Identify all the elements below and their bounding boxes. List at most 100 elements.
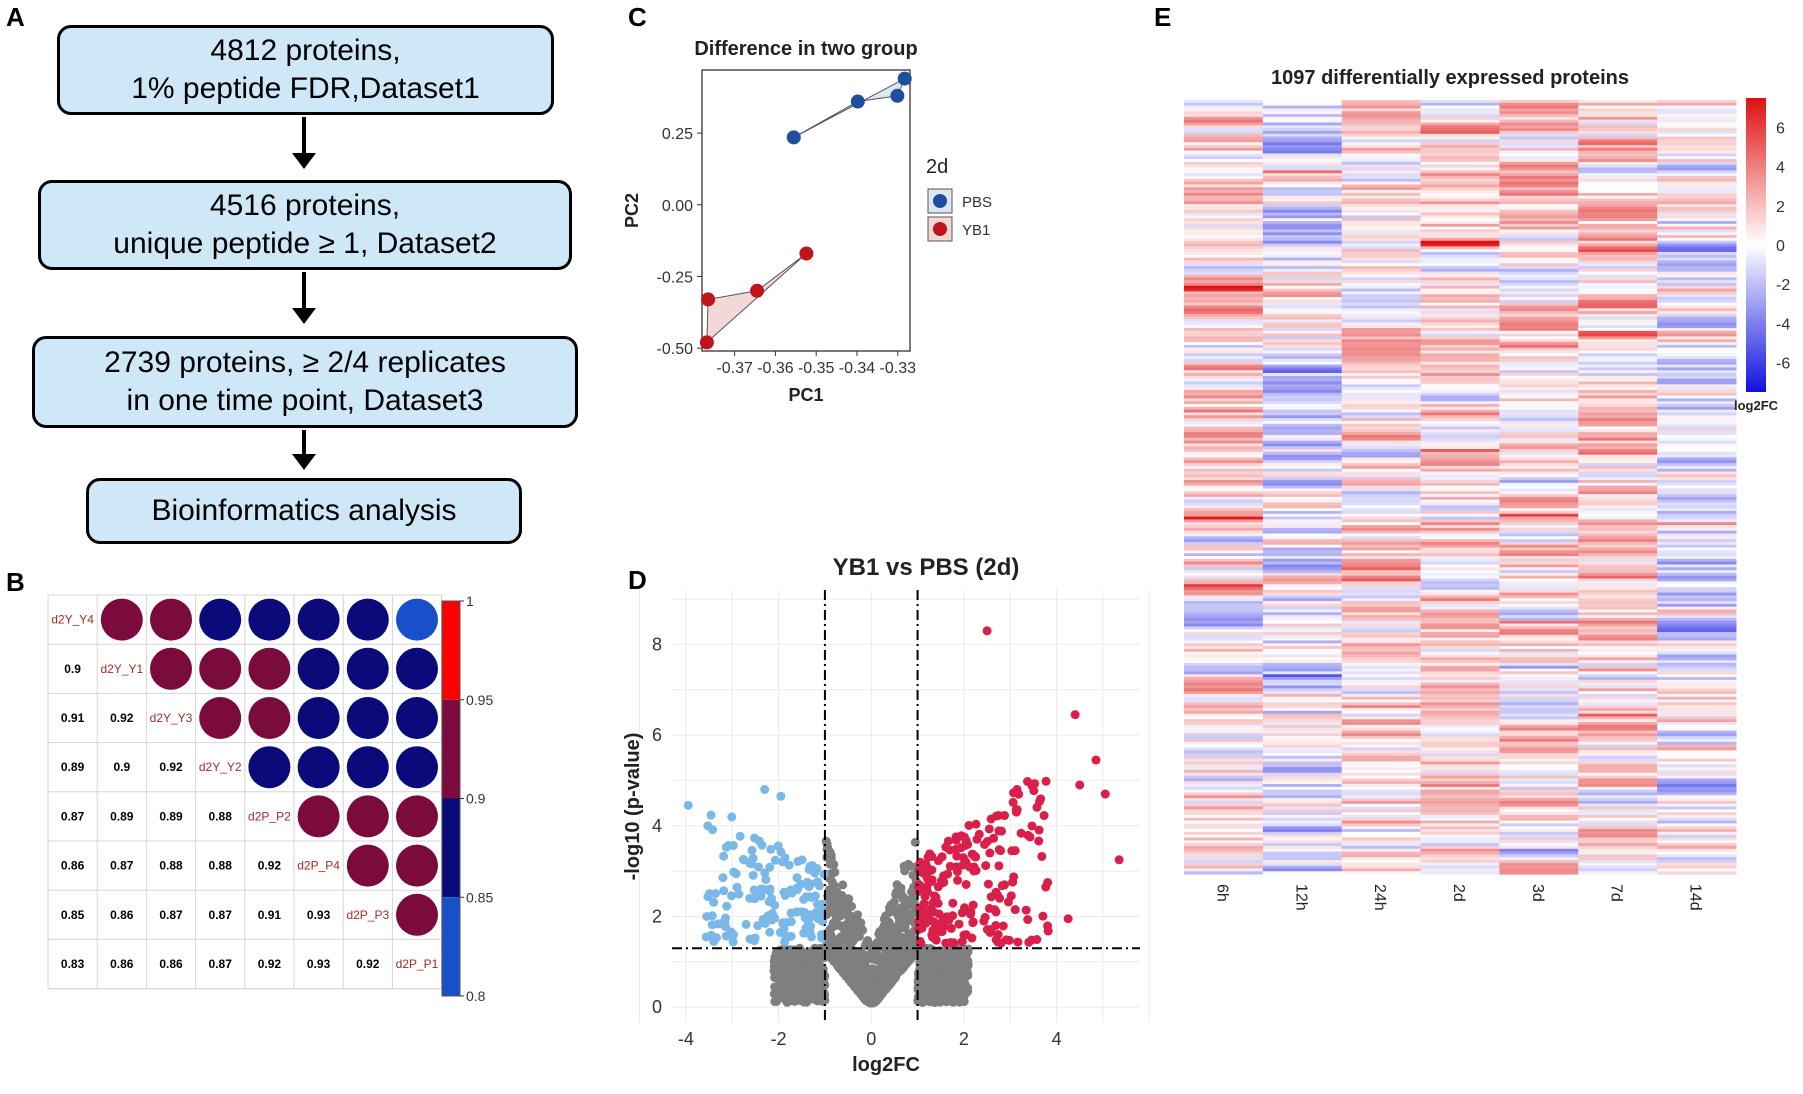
- heatmap-cell: [1341, 133, 1422, 138]
- heatmap-cell: [1499, 392, 1579, 397]
- heatmap-cell: [1420, 271, 1500, 276]
- heatmap-cell: [1420, 471, 1500, 475]
- volcano-point: [793, 991, 803, 1001]
- heatmap-cell: [1262, 851, 1343, 855]
- heatmap-cell: [1657, 699, 1737, 703]
- heatmap-cell: [1262, 778, 1343, 782]
- volcano-point: [971, 866, 981, 876]
- heatmap-cell: [1657, 389, 1737, 394]
- heatmap-cell: [1341, 212, 1422, 216]
- volcano-point: [971, 852, 981, 862]
- heatmap-cell: [1657, 491, 1737, 495]
- heatmap-cell: [1262, 539, 1343, 543]
- heatmap-cell: [1262, 237, 1343, 242]
- heatmap-cell: [1499, 347, 1579, 352]
- heatmap-cell: [1184, 834, 1264, 839]
- heatmap-cell: [1578, 646, 1658, 650]
- heatmap-cell: [1578, 108, 1658, 112]
- heatmap-cell: [1578, 429, 1658, 433]
- heatmap-cell: [1499, 871, 1579, 875]
- heatmap-cell: [1420, 302, 1500, 306]
- heatmap-cell: [1578, 809, 1658, 813]
- heatmap-cell: [1341, 145, 1422, 149]
- heatmap-cell: [1341, 643, 1422, 647]
- heatmap-cell: [1262, 221, 1343, 225]
- heatmap-cell: [1184, 829, 1264, 833]
- heatmap-cell: [1578, 713, 1658, 717]
- heatmap-cell: [1341, 640, 1422, 644]
- heatmap-cell: [1184, 426, 1264, 430]
- volcano-point: [871, 955, 881, 965]
- heatmap-cell: [1420, 209, 1500, 214]
- panel-label-c: C: [628, 2, 647, 32]
- heatmap-cell: [1578, 243, 1658, 247]
- heatmap-cell: [1657, 170, 1737, 174]
- heatmap-cell: [1262, 598, 1343, 602]
- correlation-value: 0.91: [258, 908, 282, 922]
- heatmap-cell: [1499, 215, 1579, 219]
- heatmap-cell: [1262, 167, 1343, 171]
- heatmap-cell: [1499, 603, 1579, 608]
- heatmap-cell: [1657, 764, 1737, 768]
- heatmap-cell: [1341, 541, 1422, 546]
- heatmap-cell: [1341, 420, 1422, 425]
- heatmap-cell: [1499, 176, 1579, 180]
- heatmap-cell: [1499, 679, 1579, 684]
- heatmap-cell: [1341, 606, 1422, 611]
- heatmap-cell: [1657, 860, 1737, 864]
- heatmap-cell: [1499, 339, 1579, 343]
- heatmap-cell: [1578, 640, 1658, 644]
- heatmap-cell: [1184, 598, 1264, 602]
- heatmap-cell: [1657, 615, 1737, 619]
- heatmap-cell: [1184, 510, 1264, 515]
- heatmap-cell: [1499, 212, 1579, 216]
- heatmap-cell: [1657, 125, 1737, 129]
- heatmap-cell: [1420, 741, 1500, 746]
- heatmap-cell: [1341, 443, 1422, 447]
- heatmap-cell: [1262, 713, 1343, 717]
- correlation-circle: [396, 697, 438, 739]
- heatmap-cell: [1499, 114, 1579, 118]
- heatmap-cell: [1578, 581, 1658, 585]
- x-tick-label: -0.35: [798, 360, 835, 377]
- heatmap-cell: [1657, 173, 1737, 177]
- heatmap-cell: [1184, 409, 1264, 413]
- heatmap-cell: [1420, 480, 1500, 484]
- heatmap-cell: [1341, 738, 1422, 743]
- heatmap-cell: [1578, 432, 1658, 436]
- heatmap-cell: [1341, 232, 1422, 236]
- heatmap-cell: [1657, 184, 1737, 188]
- heatmap-cell: [1578, 389, 1658, 394]
- volcano-point: [963, 947, 973, 957]
- heatmap-cell: [1657, 834, 1737, 839]
- heatmap-cell: [1184, 173, 1264, 177]
- volcano-point: [917, 919, 927, 929]
- heatmap-cell: [1184, 178, 1264, 183]
- heatmap-cell: [1578, 271, 1658, 276]
- heatmap-cell: [1341, 130, 1422, 135]
- heatmap-cell: [1341, 361, 1422, 366]
- heatmap-cell: [1341, 457, 1422, 461]
- heatmap-cell: [1420, 133, 1500, 138]
- volcano-point: [993, 929, 1003, 939]
- heatmap-cell: [1262, 755, 1343, 760]
- heatmap-cell: [1184, 603, 1264, 608]
- flow-box-dataset3-line1: 2739 proteins, ≥ 2/4 replicates: [104, 346, 506, 379]
- heatmap-cell: [1499, 609, 1579, 613]
- heatmap-cell: [1420, 620, 1500, 625]
- heatmap-cell: [1499, 738, 1579, 743]
- heatmap-cell: [1341, 510, 1422, 515]
- heatmap-cell: [1262, 617, 1343, 622]
- volcano-point: [1004, 935, 1014, 945]
- heatmap-cell: [1262, 581, 1343, 585]
- heatmap-cell: [1341, 252, 1422, 256]
- heatmap-cell: [1578, 229, 1658, 233]
- heatmap-cell: [1499, 865, 1579, 869]
- heatmap-cell: [1420, 350, 1500, 354]
- heatmap-cell: [1420, 837, 1500, 841]
- heatmap-cell: [1184, 387, 1264, 391]
- volcano-point: [760, 784, 770, 794]
- heatmap-cell: [1499, 626, 1579, 630]
- x-axis-label: PC1: [788, 385, 823, 405]
- heatmap-cell: [1420, 353, 1500, 357]
